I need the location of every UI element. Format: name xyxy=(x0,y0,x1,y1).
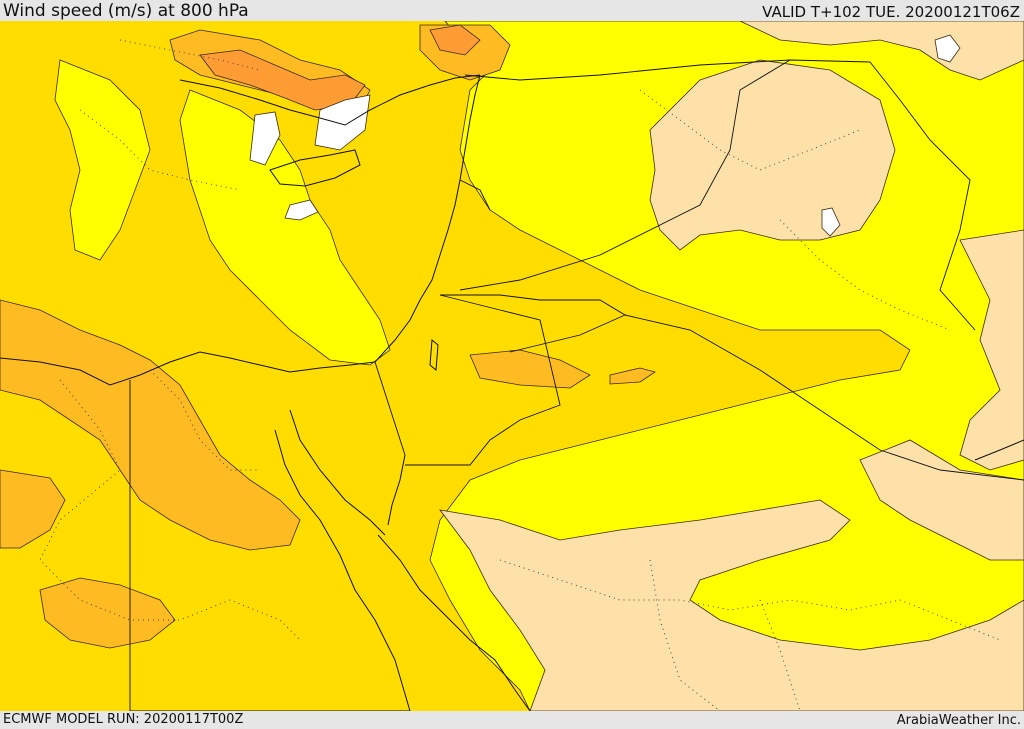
coastline-dead-sea xyxy=(429,338,439,372)
band-high-center-strip xyxy=(469,349,591,389)
band-low-area-west xyxy=(179,89,391,366)
map-title: Wind speed (m/s) at 800 hPa xyxy=(3,1,249,21)
band-lowest-southeast xyxy=(859,439,1024,561)
band-high-east-strip xyxy=(609,367,656,385)
band-higher-northeast xyxy=(429,24,481,56)
credit-label: ArabiaWeather Inc. xyxy=(896,713,1021,728)
border-jordan xyxy=(405,294,561,466)
band-low-strip-north xyxy=(54,59,151,261)
coastline-levant xyxy=(374,74,481,363)
band-highest-patch-2 xyxy=(249,111,281,166)
admin-line-6 xyxy=(649,559,721,711)
coastline-red-sea-east xyxy=(377,534,531,711)
band-lowest-northeast xyxy=(739,21,1024,81)
border-israel-egypt xyxy=(374,361,406,456)
band-highest-patch-3 xyxy=(284,199,319,221)
band-highest-patch-5 xyxy=(821,207,841,237)
model-run-label: ECMWF MODEL RUN: 20200117T00Z xyxy=(3,712,244,727)
band-lowest-east xyxy=(649,59,896,251)
band-high-west-large xyxy=(0,299,301,551)
wind-speed-map[interactable] xyxy=(0,21,1024,711)
band-high-southwest xyxy=(39,577,176,649)
footer-bar: ECMWF MODEL RUN: 20200117T00Z ArabiaWeat… xyxy=(0,711,1024,729)
band-high-west-south xyxy=(0,469,66,549)
coastline-north-africa xyxy=(0,351,376,386)
border-syria-jordan xyxy=(440,294,626,353)
valid-time-label: VALID T+102 TUE. 20200121T06Z xyxy=(762,3,1020,21)
coastline-cyprus xyxy=(269,149,361,187)
border-turkey-syria xyxy=(464,59,871,81)
border-iran-iraq xyxy=(869,61,976,331)
coastline-persian-gulf xyxy=(974,439,1024,461)
band-highest-patch-1 xyxy=(314,94,371,151)
border-iraq-saudi xyxy=(624,314,1024,481)
band-highest-patch-4 xyxy=(934,34,961,63)
coastline-anatolia xyxy=(179,74,481,126)
band-higher-north xyxy=(199,49,366,111)
coastline-gulf-suez xyxy=(289,409,386,536)
band-lowest-farEast xyxy=(959,229,1024,471)
header-bar: Wind speed (m/s) at 800 hPa VALID T+102 … xyxy=(0,0,1024,21)
band-lowest-south xyxy=(439,499,1024,711)
border-syria-iraq xyxy=(459,59,791,291)
admin-line-8 xyxy=(79,109,241,191)
admin-line-9 xyxy=(119,39,261,71)
coastline-gulf-aqaba xyxy=(387,454,406,526)
coastline-red-sea-west xyxy=(274,429,411,711)
map-canvas xyxy=(0,21,1024,711)
border-lebanon xyxy=(459,179,491,211)
